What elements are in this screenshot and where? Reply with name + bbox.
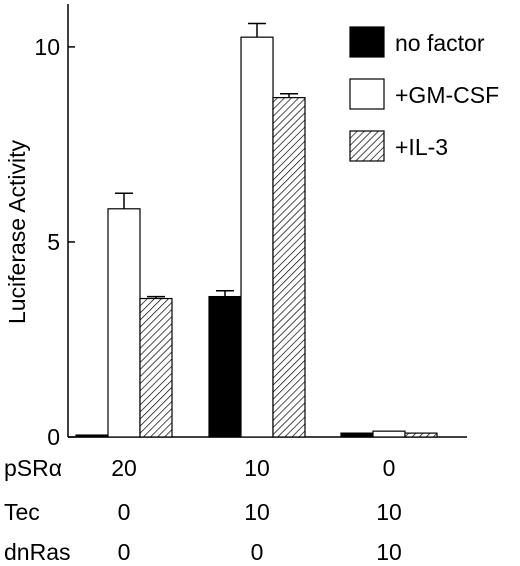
legend-swatch [349, 78, 385, 110]
legend-swatch [349, 26, 385, 58]
row-value: 0 [383, 455, 396, 481]
y-tick-label: 5 [47, 229, 60, 255]
bar [372, 430, 406, 438]
bar [75, 434, 109, 438]
bar [208, 295, 242, 438]
row-value: 20 [111, 455, 137, 481]
row-value: 10 [376, 499, 402, 525]
y-axis-label: Luciferase Activity [4, 139, 30, 324]
bar [240, 36, 274, 438]
bar [340, 432, 374, 438]
row-value: 10 [376, 539, 402, 565]
row-value: 0 [118, 499, 131, 525]
row-value: 0 [118, 539, 131, 565]
legend-label: +GM-CSF [395, 82, 499, 108]
bar [272, 97, 306, 438]
bar [139, 297, 173, 438]
y-tick-label: 10 [34, 34, 60, 60]
y-tick-label: 0 [47, 424, 60, 450]
bar [107, 208, 141, 438]
row-label: dnRas [4, 539, 70, 565]
legend-swatch [349, 130, 385, 162]
row-label: Tec [4, 499, 40, 525]
legend-label: no factor [395, 30, 485, 56]
legend-label: +IL-3 [395, 134, 448, 160]
row-value: 10 [244, 499, 270, 525]
row-label: pSRα [4, 455, 62, 481]
row-value: 0 [251, 539, 264, 565]
row-value: 10 [244, 455, 270, 481]
bar [404, 432, 438, 438]
